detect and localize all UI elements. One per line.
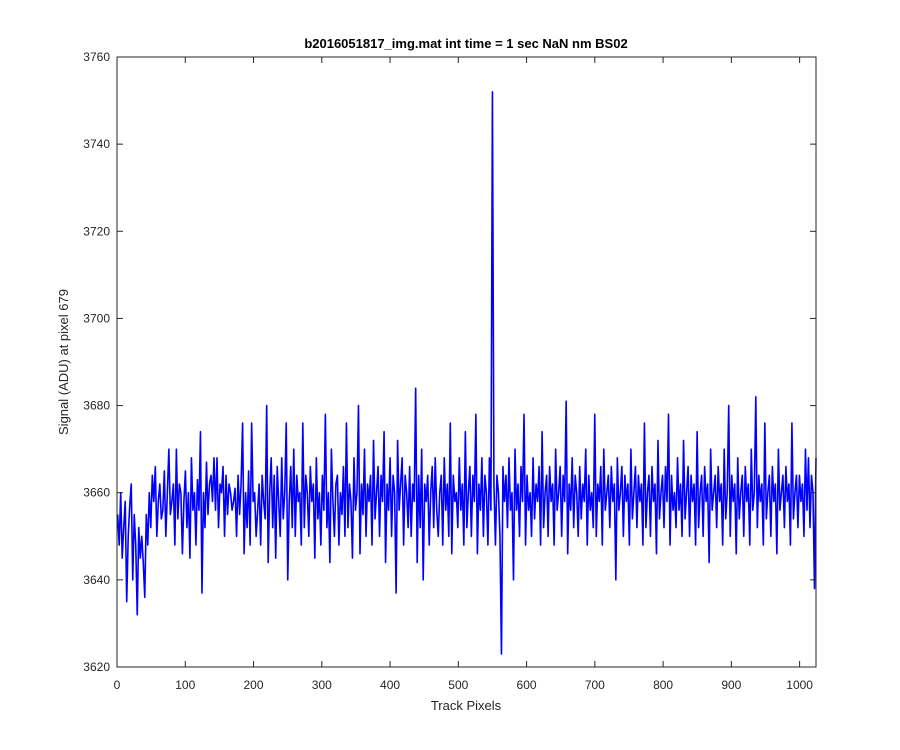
x-tick-label: 400 bbox=[380, 678, 400, 692]
y-tick-label: 3760 bbox=[83, 50, 110, 64]
x-tick-label: 300 bbox=[312, 678, 332, 692]
x-tick-label: 900 bbox=[721, 678, 741, 692]
y-tick-label: 3680 bbox=[83, 399, 110, 413]
series-line-0 bbox=[116, 91, 817, 655]
y-tick-label: 3640 bbox=[83, 573, 110, 587]
chart-title: b2016051817_img.mat int time = 1 sec NaN… bbox=[304, 36, 627, 51]
x-axis-label: Track Pixels bbox=[431, 698, 502, 713]
y-tick-label: 3620 bbox=[83, 660, 110, 674]
plot-area bbox=[117, 57, 816, 667]
x-tick-label: 700 bbox=[585, 678, 605, 692]
x-tick-label: 100 bbox=[175, 678, 195, 692]
y-tick-label: 3720 bbox=[83, 224, 110, 238]
y-tick-label: 3740 bbox=[83, 137, 110, 151]
x-tick-label: 800 bbox=[653, 678, 673, 692]
x-tick-label: 600 bbox=[517, 678, 537, 692]
x-tick-label: 0 bbox=[114, 678, 121, 692]
series-layer bbox=[116, 91, 817, 655]
x-tick-label: 1000 bbox=[786, 678, 813, 692]
x-tick-label: 500 bbox=[448, 678, 468, 692]
y-axis-label: Signal (ADU) at pixel 679 bbox=[56, 289, 71, 435]
y-tick-label: 3660 bbox=[83, 486, 110, 500]
y-tick-label: 3700 bbox=[83, 311, 110, 325]
axes-box bbox=[116, 56, 817, 668]
x-tick-label: 200 bbox=[244, 678, 264, 692]
x-axis: 0 100 200 300 400 500 600 700 800 900 1000 bbox=[114, 57, 813, 692]
y-axis: 3620 3640 3660 3680 3700 3720 3740 3760 bbox=[83, 50, 816, 674]
